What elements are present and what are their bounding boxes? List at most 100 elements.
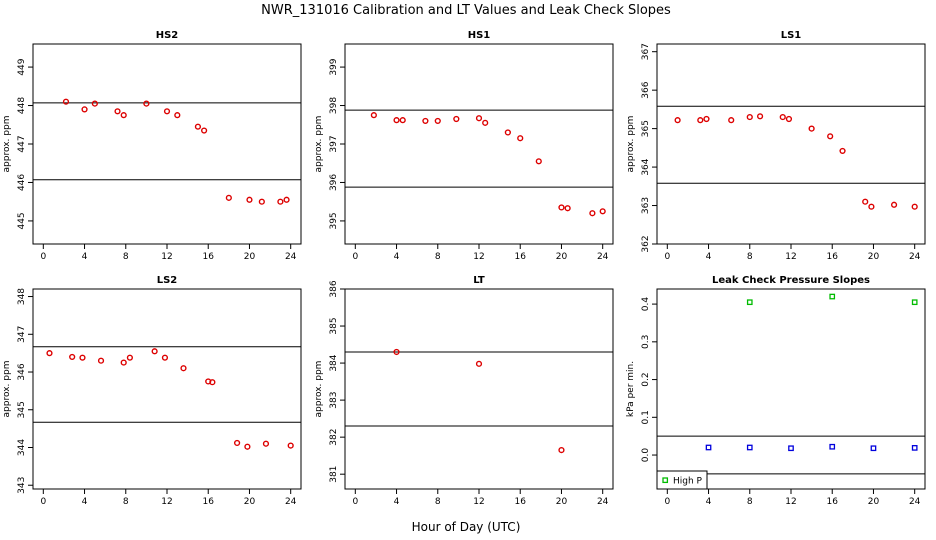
panel-0: HS2 approx. ppm 0 4 8 12 16 20 24 445 446 447 448 449 [2, 30, 302, 262]
data-point [482, 119, 489, 126]
data-point [599, 208, 606, 215]
data-point [839, 147, 846, 155]
data-point [475, 360, 483, 367]
data-point [97, 357, 105, 364]
panel-title: Leak Check Pressure Slopes [712, 275, 870, 286]
data-point [46, 350, 53, 357]
data-point-series-1 [911, 445, 918, 451]
x-tick-label: 16 [827, 252, 839, 262]
data-point [225, 194, 232, 201]
plot-frame [344, 288, 614, 490]
y-tick-label: 343 [17, 477, 27, 494]
y-tick-label: 446 [17, 174, 27, 191]
panel-4: LT approx. ppm 0 4 8 12 16 20 24 381 382 383 384 385 3… [314, 275, 614, 507]
x-tick-label: 0 [664, 252, 670, 262]
data-point [262, 440, 270, 447]
panel-5: Leak Check Pressure Slopes kPa per min. 0 4… [626, 275, 926, 507]
data-point [453, 115, 460, 123]
y-tick-label: 385 [329, 317, 339, 334]
x-tick-label: 24 [909, 497, 921, 507]
x-tick-label: 4 [706, 252, 712, 262]
plot-frame [656, 288, 926, 490]
data-point [862, 198, 869, 205]
y-tick-label: 0.2 [641, 372, 651, 386]
y-axis-label: approx. ppm [626, 116, 636, 173]
data-point [114, 108, 121, 115]
x-tick-label: 16 [515, 497, 527, 507]
y-tick-label: 381 [329, 466, 339, 483]
y-tick-label: 346 [17, 363, 27, 380]
y-tick-label: 449 [17, 58, 27, 75]
panel-title: HS2 [156, 30, 179, 41]
data-point [81, 106, 88, 113]
plot-frame [32, 288, 302, 490]
data-point [779, 113, 786, 121]
panel-title: HS1 [468, 30, 491, 41]
x-tick-label: 12 [161, 252, 172, 262]
data-point [393, 348, 400, 356]
y-tick-label: 396 [329, 174, 339, 191]
y-tick-label: 445 [17, 212, 27, 229]
data-point-series-1 [746, 444, 753, 451]
data-point [728, 117, 735, 124]
panel-1: HS1 approx. ppm 0 4 8 12 16 20 24 395 396 397 398 399 [314, 30, 614, 262]
panel-2: LS1 approx. ppm 0 4 8 12 16 20 24 362 363 364 365 366… [626, 30, 926, 262]
data-point [808, 125, 815, 132]
y-axis-label: kPa per min. [626, 361, 636, 417]
x-tick-label: 24 [597, 252, 609, 262]
legend-marker [662, 477, 669, 484]
data-point [890, 201, 898, 208]
data-point [180, 365, 187, 372]
y-tick-label: 0.3 [641, 335, 651, 349]
x-tick-label: 0 [352, 252, 358, 262]
y-tick-label: 384 [329, 354, 339, 371]
data-point [674, 117, 681, 124]
panels: HS2 approx. ppm 0 4 8 12 16 20 24 445 446 447 448 449… [2, 30, 926, 507]
panel-3: LS2 approx. ppm 0 4 8 12 16 20 24 343 344 345 346 347… [2, 275, 302, 507]
data-point [422, 117, 429, 125]
data-point [434, 117, 441, 125]
figure-title: NWR_131016 Calibration and LT Values and… [261, 3, 671, 18]
x-tick-label: 4 [394, 497, 400, 507]
x-tick-label: 12 [473, 497, 484, 507]
data-point [163, 108, 171, 115]
y-tick-label: 363 [641, 197, 651, 214]
y-axis-label: approx. ppm [314, 116, 324, 173]
data-point [393, 117, 400, 124]
y-tick-label: 399 [329, 58, 339, 75]
y-tick-label: 348 [17, 288, 27, 305]
data-point [558, 447, 565, 454]
y-tick-label: 365 [641, 120, 651, 137]
y-tick-label: 0.0 [641, 448, 651, 463]
y-tick-label: 397 [329, 135, 339, 152]
plot-frame [32, 43, 302, 245]
data-point [504, 129, 511, 136]
data-point [746, 113, 753, 121]
x-tick-label: 12 [785, 497, 796, 507]
y-tick-label: 447 [17, 135, 27, 152]
data-point [827, 133, 834, 140]
y-tick-label: 448 [17, 97, 27, 114]
data-point [91, 100, 98, 107]
data-point [258, 198, 265, 205]
y-tick-label: 383 [329, 392, 339, 409]
legend-box [656, 470, 708, 490]
x-tick-label: 24 [909, 252, 921, 262]
data-point [564, 205, 571, 212]
data-point [399, 117, 406, 124]
data-point [589, 210, 596, 217]
x-tick-label: 0 [40, 252, 46, 262]
data-point [697, 117, 704, 124]
x-tick-label: 20 [556, 497, 568, 507]
y-tick-label: 398 [329, 97, 339, 114]
data-point [161, 354, 169, 361]
data-point [703, 115, 710, 123]
x-tick-label: 8 [435, 497, 441, 507]
x-tick-label: 4 [82, 252, 88, 262]
x-tick-label: 20 [868, 497, 880, 507]
data-point [785, 115, 793, 123]
y-tick-label: 0.1 [641, 410, 651, 424]
x-tick-label: 24 [285, 497, 297, 507]
data-point [558, 204, 565, 211]
